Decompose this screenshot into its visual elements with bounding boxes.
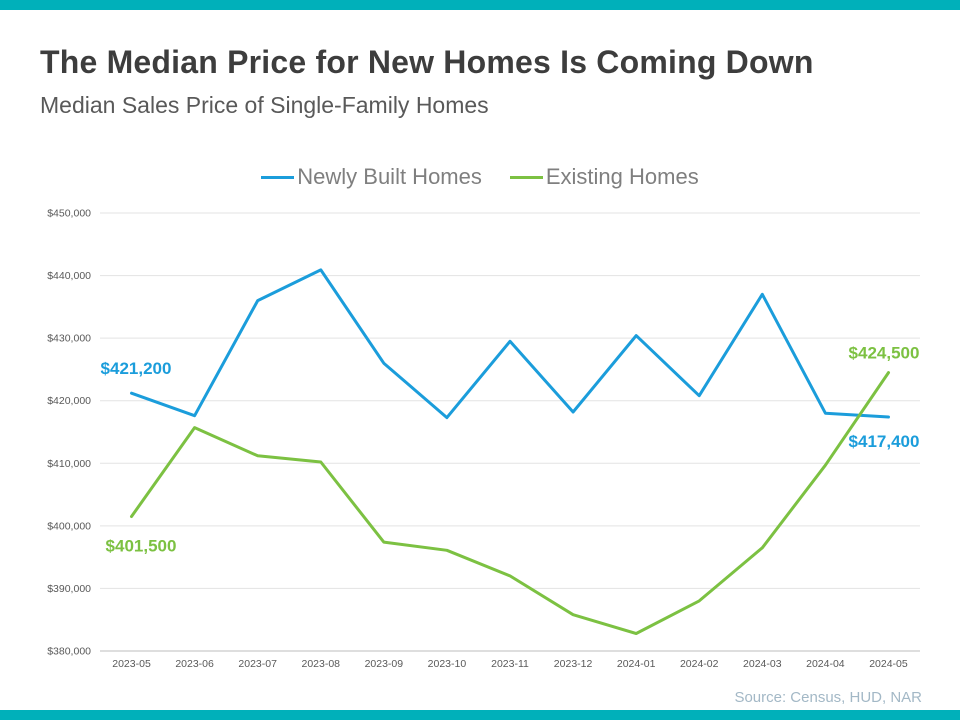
y-tick-label: $420,000 (47, 395, 91, 407)
x-tick-label: 2024-04 (806, 658, 845, 670)
y-tick-label: $410,000 (47, 458, 91, 470)
legend-line-swatch (509, 175, 543, 179)
x-tick-label: 2024-02 (680, 658, 719, 670)
x-tick-label: 2023-10 (428, 658, 467, 670)
y-tick-label: $440,000 (47, 270, 91, 282)
series-line-existing-homes (130, 371, 890, 635)
x-tick-label: 2024-03 (743, 658, 782, 670)
y-tick-label: $400,000 (47, 520, 91, 532)
y-tick-label: $390,000 (47, 583, 91, 595)
x-tick-label: 2024-01 (617, 658, 656, 670)
y-tick-label: $450,000 (47, 208, 91, 220)
annotation-label: $424,500 (849, 344, 920, 363)
legend: Newly Built Homes Existing Homes (0, 164, 960, 190)
source-credit: Source: Census, HUD, NAR (734, 689, 922, 706)
x-tick-label: 2023-05 (112, 658, 151, 670)
legend-label: Newly Built Homes (297, 164, 482, 189)
bottom-accent-bar (0, 710, 960, 720)
x-tick-label: 2023-09 (365, 658, 404, 670)
page-title: The Median Price for New Homes Is Coming… (40, 44, 814, 80)
series-line-newly-built-homes (130, 268, 890, 420)
top-accent-bar (0, 0, 960, 10)
x-tick-label: 2023-08 (301, 658, 340, 670)
x-tick-label: 2024-05 (869, 658, 908, 670)
legend-line-swatch (261, 175, 295, 179)
legend-item: Existing Homes (509, 164, 699, 190)
y-tick-label: $380,000 (47, 646, 91, 658)
legend-item: Newly Built Homes (261, 164, 482, 190)
y-tick-label: $430,000 (47, 333, 91, 345)
annotation-label: $401,500 (106, 536, 177, 555)
x-tick-label: 2023-12 (554, 658, 593, 670)
x-tick-label: 2023-07 (238, 658, 277, 670)
x-tick-label: 2023-06 (175, 658, 214, 670)
page-subtitle: Median Sales Price of Single-Family Home… (40, 92, 489, 118)
annotation-label: $417,400 (849, 432, 920, 451)
x-tick-label: 2023-11 (491, 658, 529, 670)
annotation-label: $421,200 (101, 359, 172, 378)
legend-label: Existing Homes (545, 164, 699, 189)
